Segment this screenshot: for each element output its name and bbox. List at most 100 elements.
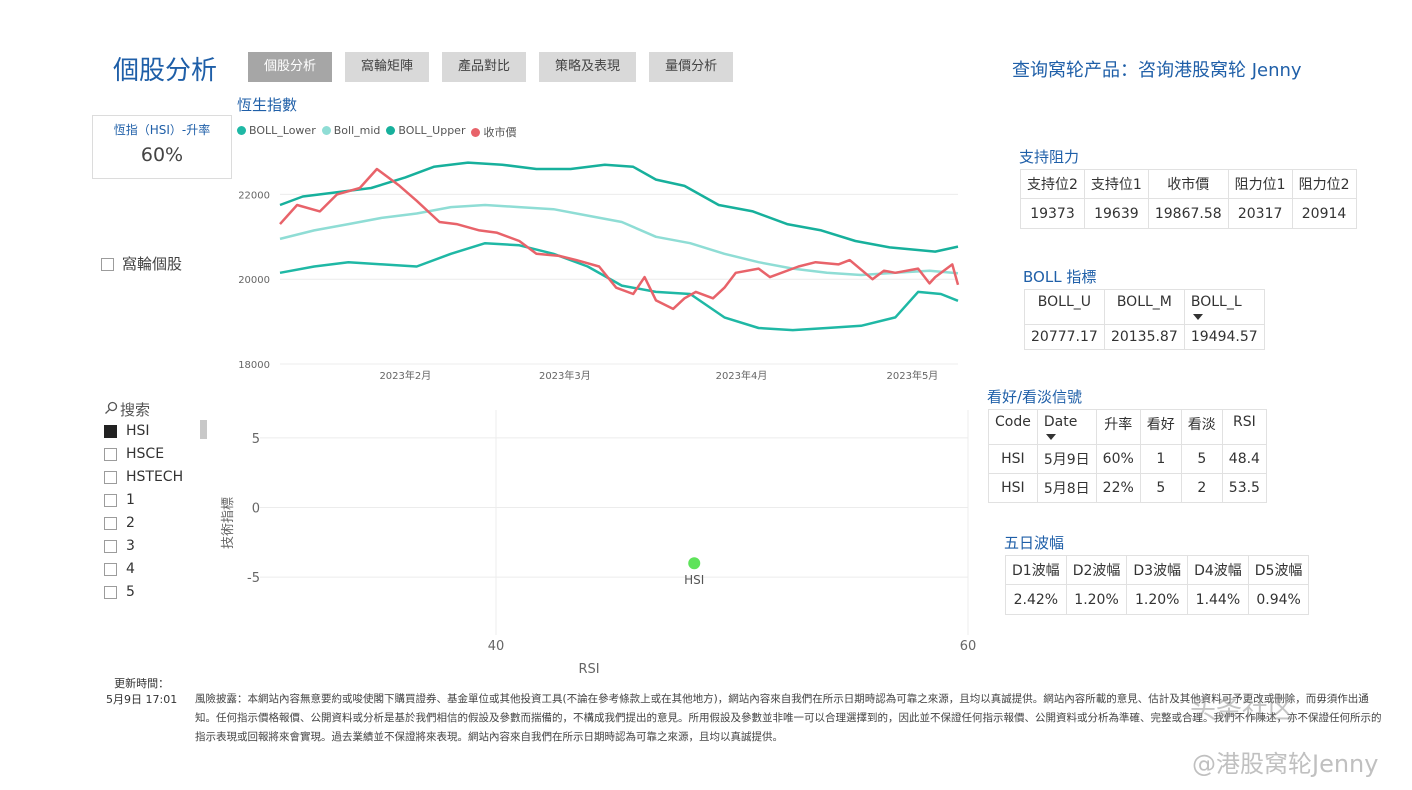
col-header[interactable]: 支持位2 [1021, 170, 1085, 199]
checkbox-icon[interactable] [104, 563, 117, 576]
checkbox-icon[interactable] [104, 586, 117, 599]
table-row[interactable]: HSI 5月8日 22% 5 2 53.5 [989, 474, 1267, 503]
slicer-item-1[interactable]: 1 [104, 489, 208, 512]
slicer-item-hstech[interactable]: HSTECH [104, 466, 208, 489]
y-tick-label: 18000 [238, 360, 270, 371]
watermark-author: @港股窝轮Jenny [1192, 744, 1378, 779]
table-cell: 19867.58 [1148, 199, 1228, 229]
support-resistance-table: 支持位2 支持位1 收市價 阻力位1 阻力位2 19373 19639 1986… [1020, 169, 1357, 229]
y-tick-label: 0 [252, 502, 260, 517]
col-header[interactable]: 支持位1 [1084, 170, 1148, 199]
table-cell: 19373 [1021, 199, 1085, 229]
y-tick-label: -5 [247, 571, 260, 586]
col-header-sorted[interactable]: BOLL_L [1184, 290, 1264, 325]
kpi-value: 60% [93, 144, 231, 166]
col-header[interactable]: D4波幅 [1188, 556, 1249, 585]
legend-item-close: 收市價 [471, 124, 516, 140]
col-header[interactable]: D1波幅 [1006, 556, 1067, 585]
tab-warrant-matrix[interactable]: 窩輪矩陣 [345, 52, 429, 82]
col-header[interactable]: 升率 [1096, 410, 1140, 445]
checkbox-icon[interactable] [104, 494, 117, 507]
y-tick-label: 5 [252, 432, 260, 447]
checkbox-checked-icon[interactable] [104, 425, 117, 438]
stock-slicer: HSI HSCE HSTECH 1 2 3 4 5 [104, 420, 208, 604]
slicer-item-3[interactable]: 3 [104, 535, 208, 558]
legend-dot-icon [322, 126, 331, 135]
x-tick-label: 2023年3月 [539, 369, 591, 382]
legend-dot-icon [471, 128, 480, 137]
slicer-item-4[interactable]: 4 [104, 558, 208, 581]
slicer-item-5[interactable]: 5 [104, 581, 208, 604]
legend-item-boll-upper: BOLL_Upper [386, 124, 465, 140]
table-cell: 1.44% [1188, 585, 1249, 615]
kpi-card: 恆指（HSI）-升率 60% [92, 115, 232, 179]
tab-product-compare[interactable]: 產品對比 [442, 52, 526, 82]
col-header[interactable]: BOLL_M [1104, 290, 1184, 325]
col-header[interactable]: RSI [1222, 410, 1266, 445]
watermark-community: 头条社区 [1190, 689, 1294, 726]
point-label: HSI [684, 573, 704, 587]
col-header[interactable]: 收市價 [1148, 170, 1228, 199]
col-header[interactable]: BOLL_U [1025, 290, 1105, 325]
tab-stock-analysis[interactable]: 個股分析 [248, 52, 332, 82]
warrant-stock-filter[interactable]: 窩輪個股 [101, 253, 182, 274]
hsi-chart-title: 恆生指數 [237, 94, 297, 115]
checkbox-icon[interactable] [104, 471, 117, 484]
table-cell: HSI [989, 474, 1038, 503]
update-label: 更新時間： [106, 676, 177, 692]
table-cell: 5月8日 [1037, 474, 1096, 503]
col-header[interactable]: 看淡 [1181, 410, 1222, 445]
checkbox-icon[interactable] [104, 448, 117, 461]
table-cell: 22% [1096, 474, 1140, 503]
slicer-item-hsce[interactable]: HSCE [104, 443, 208, 466]
search-placeholder: 搜索 [120, 401, 150, 419]
series-line-boll_upper [280, 163, 958, 252]
boll-title: BOLL 指標 [1023, 266, 1096, 287]
col-header[interactable]: 阻力位2 [1292, 170, 1356, 199]
tab-strategy-performance[interactable]: 策略及表現 [539, 52, 636, 82]
tab-volume-price[interactable]: 量價分析 [649, 52, 733, 82]
col-header[interactable]: D2波幅 [1066, 556, 1127, 585]
table-cell: 5 [1140, 474, 1181, 503]
sort-desc-icon [1193, 314, 1203, 320]
slicer-item-2[interactable]: 2 [104, 512, 208, 535]
tab-bar: 個股分析 窩輪矩陣 產品對比 策略及表現 量價分析 [248, 52, 733, 82]
table-cell: 20914 [1292, 199, 1356, 229]
table-cell: 1 [1140, 445, 1181, 474]
volatility-table: D1波幅 D2波幅 D3波幅 D4波幅 D5波幅 2.42% 1.20% 1.2… [1005, 555, 1309, 615]
signal-title: 看好/看淡信號 [987, 386, 1082, 407]
col-header[interactable]: 看好 [1140, 410, 1181, 445]
boll-table: BOLL_U BOLL_M BOLL_L 20777.17 20135.87 1… [1024, 289, 1265, 350]
slicer-item-hsi[interactable]: HSI [104, 420, 208, 443]
table-cell: HSI [989, 445, 1038, 474]
slicer-scrollbar[interactable] [200, 420, 207, 439]
table-cell: 19639 [1084, 199, 1148, 229]
col-header[interactable]: D3波幅 [1127, 556, 1188, 585]
series-line-boll_lower [280, 243, 958, 330]
col-header-sorted[interactable]: Date [1037, 410, 1096, 445]
col-header[interactable]: 阻力位1 [1228, 170, 1292, 199]
table-cell: 2.42% [1006, 585, 1067, 615]
table-cell: 2 [1181, 474, 1222, 503]
series-line-收市價 [280, 169, 958, 309]
query-warrant-link[interactable]: 查询窝轮产品：咨询港股窝轮 Jenny [1012, 56, 1302, 82]
checkbox-icon[interactable] [104, 517, 117, 530]
table-cell: 19494.57 [1184, 325, 1264, 350]
update-time: 5月9日 17:01 [106, 692, 177, 708]
hsi-line-chart: 1800020000220002023年2月 2023年3月 2023年4月 2023… [230, 140, 970, 390]
page-title: 個股分析 [113, 50, 217, 87]
checkbox-icon[interactable] [104, 540, 117, 553]
col-header[interactable]: Code [989, 410, 1038, 445]
table-cell: 20135.87 [1104, 325, 1184, 350]
legend-item-boll-mid: Boll_mid [322, 124, 381, 140]
chart-legend: BOLL_Lower Boll_mid BOLL_Upper 收市價 [237, 124, 516, 140]
table-cell: 60% [1096, 445, 1140, 474]
col-header[interactable]: D5波幅 [1248, 556, 1309, 585]
table-cell: 1.20% [1127, 585, 1188, 615]
table-cell: 48.4 [1222, 445, 1266, 474]
slicer-search[interactable]: 搜索 [104, 399, 150, 420]
checkbox-icon[interactable] [101, 258, 114, 271]
table-row[interactable]: HSI 5月9日 60% 1 5 48.4 [989, 445, 1267, 474]
update-time-block: 更新時間： 5月9日 17:01 [106, 676, 177, 708]
table-cell: 5 [1181, 445, 1222, 474]
